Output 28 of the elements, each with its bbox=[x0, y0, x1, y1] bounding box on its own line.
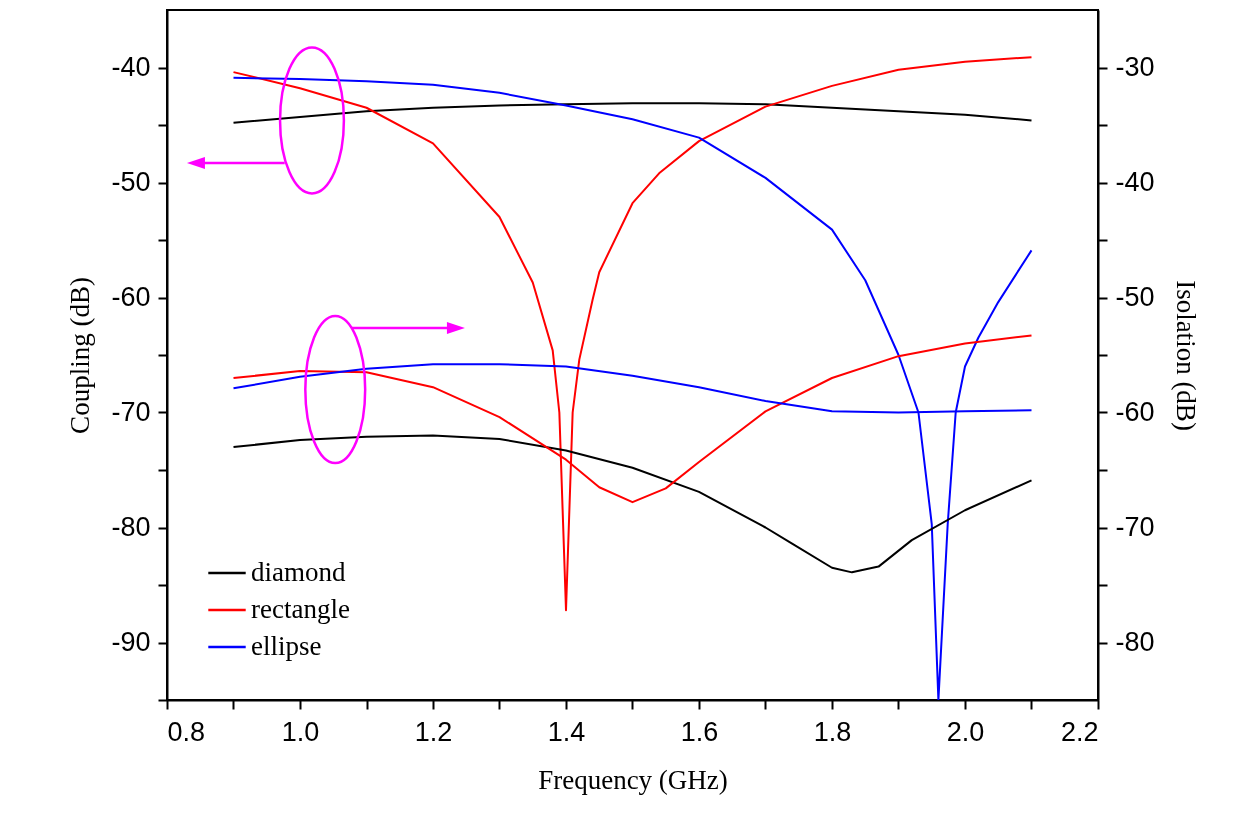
x-tick-label: 2.2 bbox=[1060, 716, 1099, 747]
y2-tick-label: -80 bbox=[1115, 627, 1155, 657]
y-tick-label: -80 bbox=[111, 512, 151, 542]
y2-tick-label: -30 bbox=[1115, 52, 1155, 82]
x-tick-label: 1.2 bbox=[414, 716, 453, 747]
line-series bbox=[232, 76, 1033, 700]
x-tick-label: 1.0 bbox=[281, 716, 320, 747]
y-tick-label: -90 bbox=[111, 627, 151, 657]
x-axis-title: Frequency (GHz) bbox=[538, 764, 728, 795]
x-tick-label: 2.0 bbox=[946, 716, 985, 747]
y-tick-label: -60 bbox=[111, 282, 151, 312]
x-tick-label: 1.6 bbox=[680, 716, 719, 747]
x-tick-label: 0.8 bbox=[167, 716, 206, 747]
y2-tick-label: -70 bbox=[1115, 512, 1155, 542]
y-tick-label: -50 bbox=[111, 167, 151, 197]
y2-tick-label: -50 bbox=[1115, 282, 1155, 312]
legend-label: diamond bbox=[251, 557, 346, 587]
x-tick-label: 1.8 bbox=[813, 716, 852, 747]
y2-tick-label: -40 bbox=[1115, 167, 1155, 197]
y2-tick-label: -60 bbox=[1115, 397, 1155, 427]
legend-label: ellipse bbox=[251, 631, 322, 661]
legend-label: rectangle bbox=[251, 594, 350, 624]
x-tick-label: 1.4 bbox=[547, 716, 586, 747]
y-tick-label: -70 bbox=[111, 397, 151, 427]
y-axis-title: Coupling (dB) bbox=[65, 277, 96, 434]
y-tick-label: -40 bbox=[111, 52, 151, 82]
line-series bbox=[232, 102, 1033, 124]
y2-axis-title: Isolation (dB) bbox=[1170, 280, 1201, 431]
